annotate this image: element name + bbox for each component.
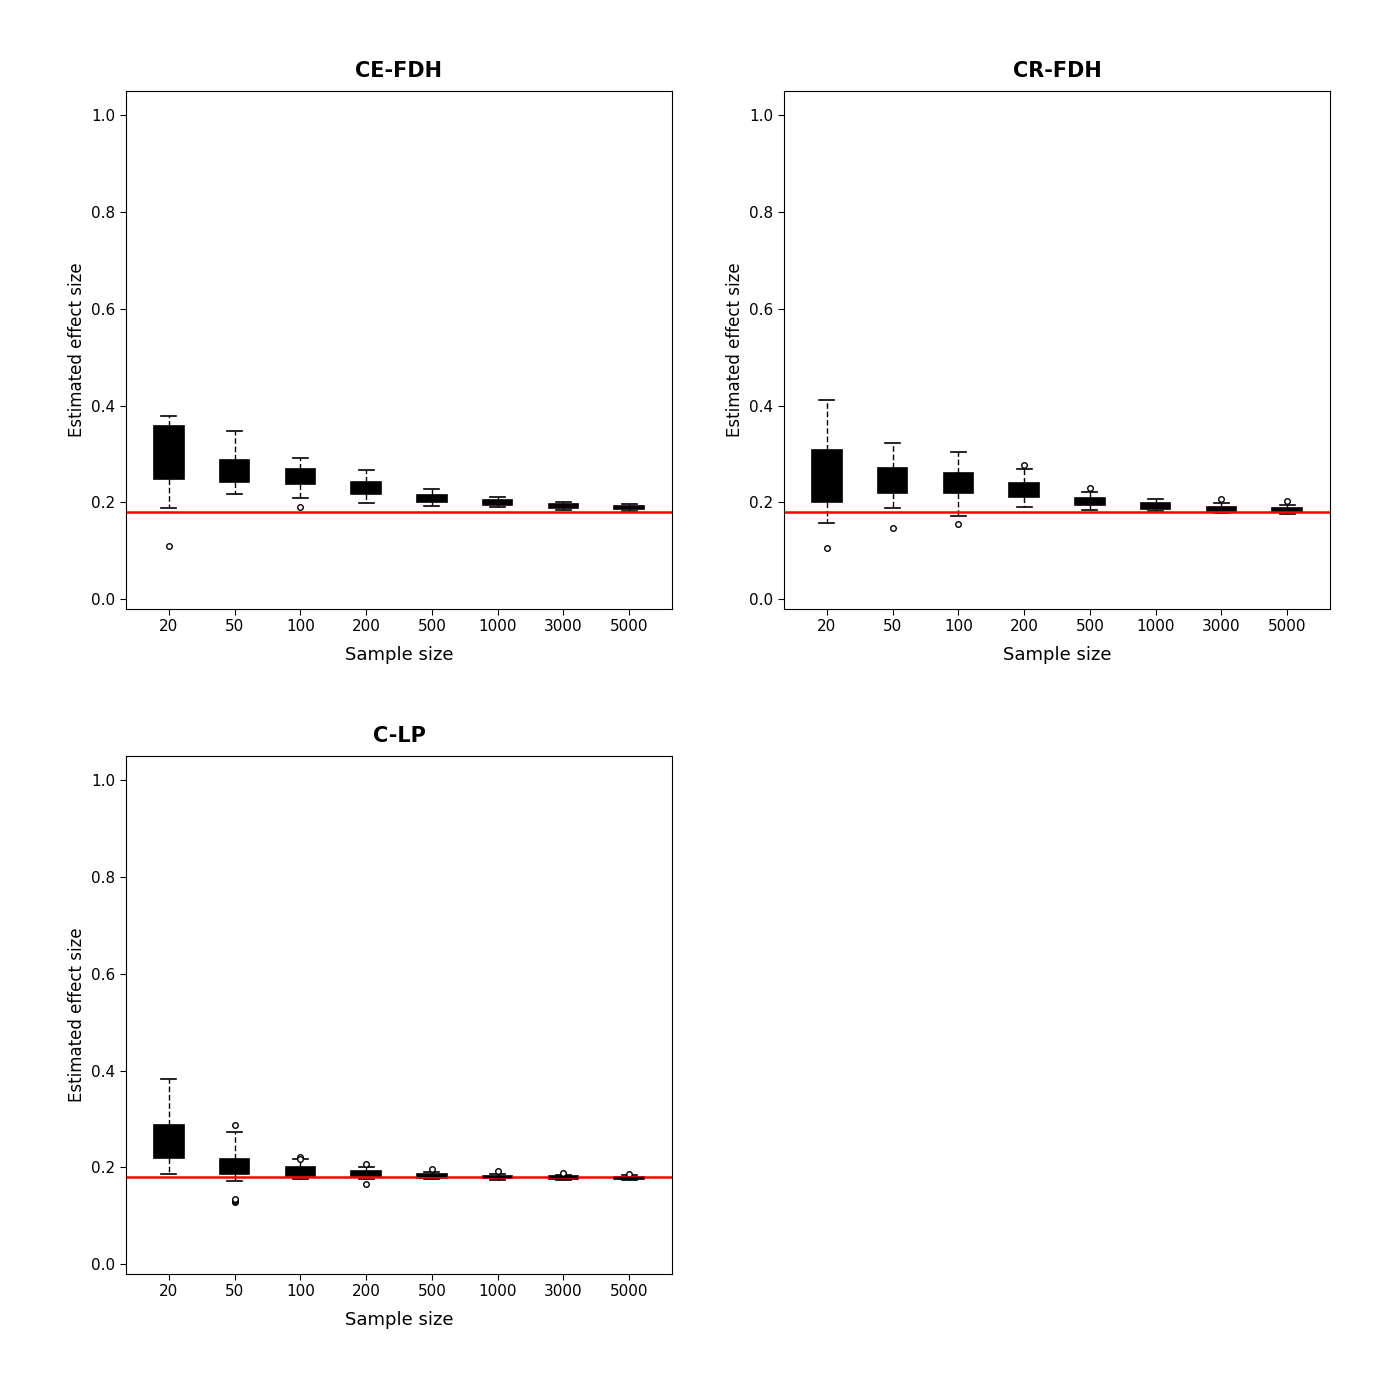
PathPatch shape: [549, 504, 578, 508]
Title: CE-FDH: CE-FDH: [356, 62, 442, 81]
PathPatch shape: [351, 482, 381, 494]
PathPatch shape: [812, 451, 841, 501]
PathPatch shape: [1207, 507, 1236, 511]
X-axis label: Sample size: Sample size: [344, 1310, 454, 1329]
Y-axis label: Estimated effect size: Estimated effect size: [67, 928, 85, 1102]
Y-axis label: Estimated effect size: Estimated effect size: [67, 263, 85, 437]
X-axis label: Sample size: Sample size: [344, 645, 454, 664]
Title: C-LP: C-LP: [372, 727, 426, 746]
PathPatch shape: [1273, 508, 1302, 512]
PathPatch shape: [154, 1126, 183, 1158]
PathPatch shape: [1141, 504, 1170, 508]
PathPatch shape: [220, 459, 249, 482]
Title: CR-FDH: CR-FDH: [1012, 62, 1102, 81]
PathPatch shape: [615, 505, 644, 510]
PathPatch shape: [878, 468, 907, 493]
PathPatch shape: [483, 500, 512, 505]
PathPatch shape: [944, 473, 973, 493]
PathPatch shape: [417, 1175, 447, 1177]
PathPatch shape: [154, 426, 183, 479]
X-axis label: Sample size: Sample size: [1002, 645, 1112, 664]
PathPatch shape: [351, 1170, 381, 1176]
PathPatch shape: [417, 496, 447, 503]
PathPatch shape: [1009, 483, 1039, 497]
Y-axis label: Estimated effect size: Estimated effect size: [725, 263, 743, 437]
PathPatch shape: [483, 1176, 512, 1179]
PathPatch shape: [286, 1168, 315, 1176]
PathPatch shape: [549, 1176, 578, 1179]
PathPatch shape: [286, 469, 315, 484]
PathPatch shape: [615, 1176, 644, 1179]
PathPatch shape: [1075, 497, 1105, 505]
PathPatch shape: [220, 1159, 249, 1173]
